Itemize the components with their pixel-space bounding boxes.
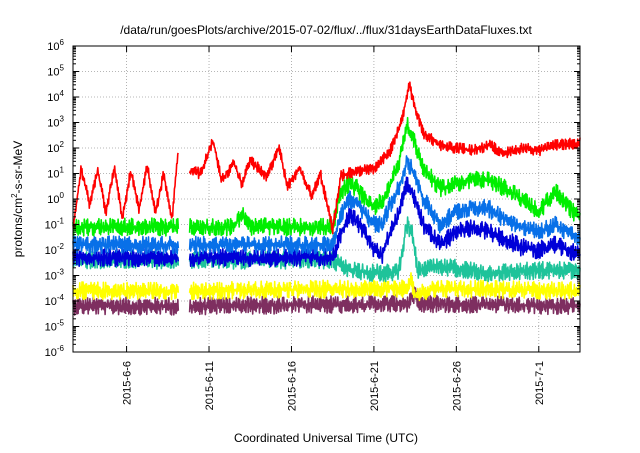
series-line: [72, 155, 581, 255]
chart-title: /data/run/goesPlots/archive/2015-07-02/f…: [120, 23, 532, 37]
y-tick-exp: -4: [57, 293, 65, 302]
series-line: [72, 176, 581, 268]
y-tick-base: 10: [47, 41, 59, 53]
y-tick-exp: 5: [60, 64, 65, 73]
y-tick-exp: 3: [60, 115, 65, 124]
tick-marks: [73, 45, 580, 353]
x-tick-label: 2015-6-26: [451, 361, 463, 411]
y-tick-label: 104: [47, 89, 64, 104]
y-tick-label: 102: [47, 140, 64, 155]
x-tick-label: 2015-6-21: [369, 361, 381, 411]
y-tick-base: 10: [47, 118, 59, 130]
y-tick-base: 10: [47, 143, 59, 155]
y-tick-base: 10: [47, 67, 59, 79]
y-tick-exp: 6: [60, 38, 65, 47]
y-tick-label: 105: [47, 64, 64, 79]
y-tick-exp: -5: [57, 319, 65, 328]
y-axis-label-suffix: -s-sr-MeV: [11, 141, 25, 194]
series-group: [72, 81, 581, 316]
series-line: [72, 272, 581, 302]
y-tick-labels: 10-610-510-410-310-210-11001011021031041…: [45, 38, 65, 359]
series-line: [72, 286, 581, 316]
y-tick-label: 101: [47, 166, 64, 181]
y-tick-base: 10: [47, 169, 59, 181]
x-tick-label: 2015-6-11: [204, 361, 216, 410]
y-tick-label: 10-4: [45, 293, 65, 308]
x-axis-label: Coordinated Universal Time (UTC): [234, 431, 418, 445]
y-axis-label: protons/cm2-s-sr-MeV: [10, 141, 25, 257]
y-tick-exp: 0: [60, 191, 65, 200]
y-tick-exp: -6: [57, 344, 65, 353]
series-line: [72, 81, 581, 235]
y-tick-label: 10-3: [45, 268, 65, 283]
y-tick-base: 10: [45, 347, 57, 359]
y-tick-exp: -1: [57, 217, 65, 226]
x-tick-label: 2015-6-16: [286, 361, 298, 411]
y-tick-base: 10: [45, 245, 57, 257]
y-tick-label: 10-2: [45, 242, 65, 257]
y-tick-base: 10: [47, 194, 59, 206]
y-tick-base: 10: [45, 220, 57, 232]
y-tick-base: 10: [45, 271, 57, 283]
x-tick-label: 2015-7-1: [534, 361, 546, 405]
x-tick-label: 2015-6-6: [122, 361, 134, 405]
y-tick-exp: 2: [60, 140, 65, 149]
y-tick-exp: 1: [60, 166, 65, 175]
y-tick-base: 10: [45, 296, 57, 308]
y-tick-base: 10: [47, 92, 59, 104]
y-tick-label: 10-6: [45, 344, 65, 359]
y-axis-label-sup: 2: [10, 193, 19, 198]
y-axis-label-prefix: protons/cm: [11, 198, 25, 257]
y-tick-exp: 4: [60, 89, 65, 98]
y-tick-exp: -3: [57, 268, 65, 277]
y-tick-exp: -2: [57, 242, 65, 251]
series-line: [72, 116, 581, 237]
y-tick-label: 106: [47, 38, 64, 53]
y-tick-label: 10-5: [45, 319, 65, 334]
y-tick-label: 100: [47, 191, 64, 206]
y-tick-base: 10: [45, 322, 57, 334]
y-tick-label: 103: [47, 115, 64, 130]
x-tick-labels: 2015-6-6 2015-6-11 2015-6-16 2015-6-21 2015-…: [122, 361, 546, 411]
y-tick-label: 10-1: [45, 217, 65, 232]
